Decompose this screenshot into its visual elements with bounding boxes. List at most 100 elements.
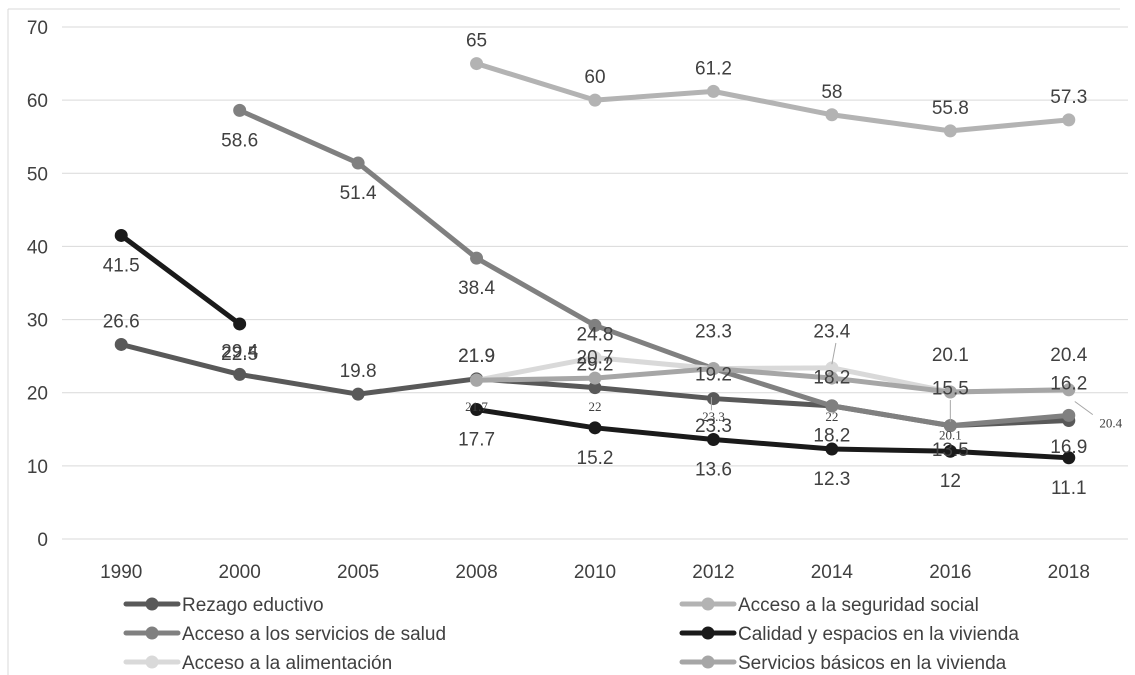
data-label: 17.7 xyxy=(458,430,495,451)
data-label: 55.8 xyxy=(932,98,969,119)
data-label: 21.9 xyxy=(458,346,495,367)
data-point-servicios-b-sicos-en-la-vivienda xyxy=(588,371,602,385)
data-label: 13.5 xyxy=(932,440,969,461)
data-label: 41.5 xyxy=(103,255,140,276)
data-point-rezago-eductivo xyxy=(706,392,720,406)
data-point-calidad-y-espacios-en-la-vivienda xyxy=(233,317,247,331)
data-point-acceso-a-la-alimentaci-n xyxy=(588,351,602,365)
legend-swatch-marker xyxy=(145,597,159,611)
data-point-acceso-a-los-servicios-de-salud xyxy=(351,156,365,170)
data-label: 58.6 xyxy=(221,130,258,151)
data-label: 13.6 xyxy=(695,460,732,481)
data-point-acceso-a-la-seguridad-social xyxy=(706,84,720,98)
data-label: 23.4 xyxy=(813,322,850,343)
y-tick-label: 30 xyxy=(27,311,48,332)
data-point-calidad-y-espacios-en-la-vivienda xyxy=(825,442,839,456)
data-label: 38.4 xyxy=(458,278,495,299)
data-label: 23.3 xyxy=(695,416,732,437)
data-point-rezago-eductivo xyxy=(351,387,365,401)
data-label: 58 xyxy=(821,82,842,103)
data-label-small: 20.1 xyxy=(939,427,962,442)
data-label: 16.9 xyxy=(1050,437,1087,458)
legend-label: Calidad y espacios en la vivienda xyxy=(738,624,1019,645)
data-label: 18.2 xyxy=(813,368,850,389)
x-tick-label: 1990 xyxy=(100,562,142,583)
data-label-small: 20.4 xyxy=(1099,416,1122,431)
data-point-rezago-eductivo xyxy=(588,381,602,395)
data-label: 11.1 xyxy=(1051,478,1087,499)
x-tick-label: 2018 xyxy=(1048,562,1090,583)
data-point-acceso-a-la-seguridad-social xyxy=(1062,113,1076,127)
data-point-servicios-b-sicos-en-la-vivienda xyxy=(470,373,484,387)
data-point-acceso-a-la-seguridad-social xyxy=(588,93,602,107)
data-point-acceso-a-la-seguridad-social xyxy=(825,108,839,122)
data-label: 65 xyxy=(466,31,487,52)
data-label: 29.2 xyxy=(577,355,614,376)
data-label: 20.4 xyxy=(1050,345,1087,366)
data-point-acceso-a-los-servicios-de-salud xyxy=(825,399,839,413)
data-label: 19.2 xyxy=(695,365,732,386)
y-tick-label: 20 xyxy=(27,384,48,405)
x-tick-label: 2014 xyxy=(811,562,854,583)
data-point-acceso-a-la-seguridad-social xyxy=(943,124,957,138)
data-label: 20.1 xyxy=(932,345,969,366)
data-point-acceso-a-los-servicios-de-salud xyxy=(233,103,247,117)
data-label: 15.2 xyxy=(577,448,614,469)
data-label-small: 22 xyxy=(825,409,838,424)
data-point-servicios-b-sicos-en-la-vivienda xyxy=(706,362,720,376)
data-label: 21.9 xyxy=(458,346,495,367)
data-point-calidad-y-espacios-en-la-vivienda xyxy=(1062,451,1076,465)
data-label: 61.2 xyxy=(695,58,732,79)
x-tick-label: 2012 xyxy=(692,562,734,583)
data-point-rezago-eductivo xyxy=(233,367,247,381)
data-label: 19.8 xyxy=(340,361,377,382)
data-label: 26.6 xyxy=(103,311,140,332)
x-tick-label: 2010 xyxy=(574,562,616,583)
data-point-acceso-a-los-servicios-de-salud xyxy=(470,251,484,265)
y-tick-label: 10 xyxy=(27,457,48,478)
data-point-calidad-y-espacios-en-la-vivienda xyxy=(588,421,602,435)
data-label: 24.8 xyxy=(577,325,614,346)
data-label: 22.5 xyxy=(221,344,258,365)
data-point-acceso-a-los-servicios-de-salud xyxy=(943,419,957,433)
leader-line xyxy=(1074,401,1094,416)
leader-line xyxy=(831,342,837,365)
data-label-small: 22 xyxy=(589,399,602,414)
legend-swatch-marker xyxy=(701,597,715,611)
x-tick-label: 2000 xyxy=(219,562,261,583)
legend-label: Rezago eductivo xyxy=(182,595,324,616)
y-tick-label: 60 xyxy=(27,91,48,112)
data-point-calidad-y-espacios-en-la-vivienda xyxy=(943,444,957,458)
data-label-small: 21.7 xyxy=(465,399,488,414)
data-point-acceso-a-los-servicios-de-salud xyxy=(1062,408,1076,422)
data-label: 18.2 xyxy=(813,425,850,446)
legend-swatch-marker xyxy=(145,655,159,669)
data-label: 12.3 xyxy=(813,469,850,490)
data-label: 23.3 xyxy=(695,322,732,343)
data-point-servicios-b-sicos-en-la-vivienda xyxy=(1062,383,1076,397)
data-label: 57.3 xyxy=(1050,87,1087,108)
data-point-rezago-eductivo xyxy=(114,337,128,351)
data-point-acceso-a-la-alimentaci-n xyxy=(825,361,839,375)
y-tick-label: 70 xyxy=(27,18,48,39)
data-label: 20.7 xyxy=(577,347,614,368)
legend-label: Acceso a la seguridad social xyxy=(738,595,979,616)
data-label: 15.5 xyxy=(932,379,969,400)
data-label: 29.4 xyxy=(221,341,258,362)
series-line-acceso-a-los-servicios-de-salud xyxy=(237,107,1072,429)
x-tick-label: 2008 xyxy=(455,562,497,583)
legend-swatch-marker xyxy=(701,626,715,640)
data-label-small: 23.3 xyxy=(702,409,725,424)
data-point-calidad-y-espacios-en-la-vivienda xyxy=(470,403,484,417)
series-line-calidad-y-espacios-en-la-vivienda xyxy=(118,232,243,327)
series-line-calidad-y-espacios-en-la-vivienda xyxy=(474,407,1072,461)
series-line-servicios-b-sicos-en-la-vivienda xyxy=(474,366,1072,395)
series-line-acceso-a-la-seguridad-social xyxy=(474,61,1072,134)
data-point-acceso-a-los-servicios-de-salud xyxy=(588,318,602,332)
data-point-acceso-a-la-seguridad-social xyxy=(470,57,484,71)
data-point-calidad-y-espacios-en-la-vivienda xyxy=(706,433,720,447)
legend-label: Acceso a la alimentación xyxy=(182,653,392,674)
data-point-servicios-b-sicos-en-la-vivienda xyxy=(943,385,957,399)
